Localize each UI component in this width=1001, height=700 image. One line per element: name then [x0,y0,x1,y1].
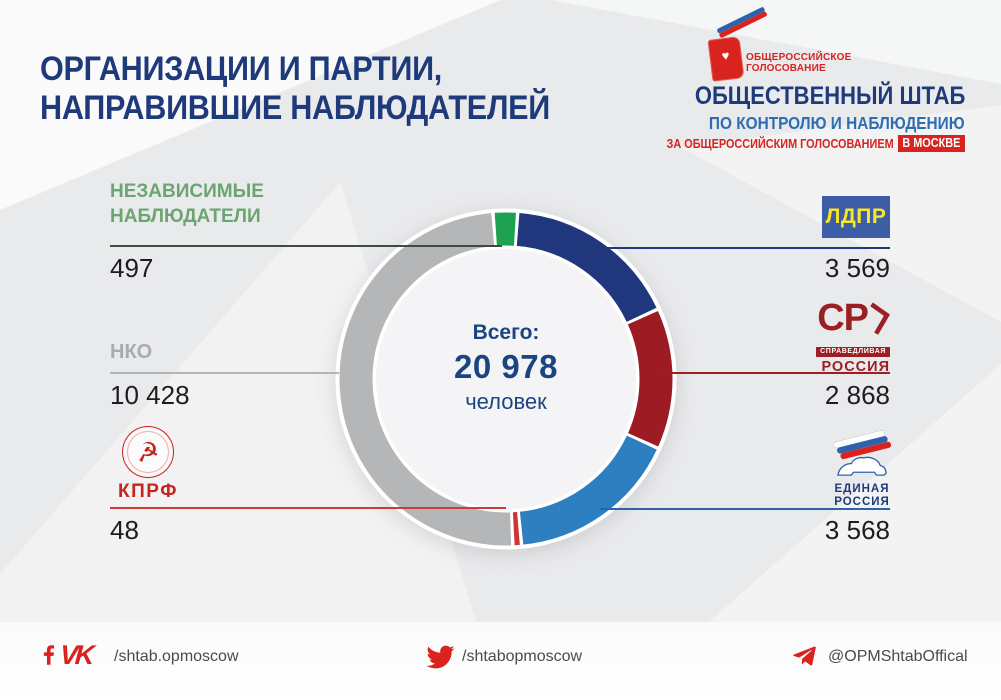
sr-logo-bottom: РОССИЯ [821,359,890,375]
sr-logo: СР СПРАВЕДЛИВАЯ РОССИЯ [760,298,890,375]
value-nko: 10 428 [110,380,190,410]
footer-bar: VK /shtab.opmoscow /shtabopmoscow @OPMSh… [0,622,1001,700]
constitution-book-icon: ♥ [707,36,745,82]
donut-segment-er [516,435,657,545]
kprf-logo: ☭ КПРФ [112,426,184,503]
telegram-icon [793,646,816,666]
connector-line-nko [110,372,339,374]
page-title-line1: ОРГАНИЗАЦИИ И ПАРТИИ, [40,50,443,88]
staff-title-line1: ОБЩЕСТВЕННЫЙ ШТАБ [694,82,965,110]
staff-title-line3-text: ЗА ОБЩЕРОССИЙСКИМ ГОЛОСОВАНИЕМ [666,136,894,151]
connector-line-sr [658,372,890,374]
donut-center-total: Всего: 20 978 человек [406,321,606,415]
staff-title-line3: ЗА ОБЩЕРОССИЙСКИМ ГОЛОСОВАНИЕМ В МОСКВЕ [667,135,965,152]
sr-logo-letters: СР [817,297,869,339]
value-sr: 2 868 [824,380,890,410]
er-name-line1: ЕДИНАЯ [834,483,890,495]
telegram-handle: @OPMShtabOffical [828,648,968,665]
er-logo: ЕДИНАЯ РОССИЯ [817,430,907,508]
heart-emblem-icon: ♥ [720,47,731,64]
callout-independent-line2: НАБЛЮДАТЕЛИ [110,206,261,227]
total-unit: человек [465,389,547,414]
value-kprf: 48 [110,515,139,545]
callout-nko-label: НКО [110,341,153,363]
staff-title-line2: ПО КОНТРОЛЮ И НАБЛЮДЕНИЮ [709,113,965,133]
voting-logo-caption-line2: ГОЛОСОВАНИЕ [746,63,826,74]
facebook-vk-handle: /shtab.opmoscow [114,648,239,665]
callout-independent-line1: НЕЗАВИСИМЫЕ [110,181,264,202]
donut-chart [335,208,677,550]
ldpr-logo: ЛДПР [822,196,890,238]
value-ldpr: 3 569 [824,253,890,283]
page-title-line2: НАПРАВИВШИЕ НАБЛЮДАТЕЛЕЙ [40,89,551,127]
twitter-handle: /shtabopmoscow [462,648,583,665]
total-label: Всего: [472,321,540,344]
connector-line-ldpr [588,247,890,249]
moscow-badge: В МОСКВЕ [898,135,965,152]
vk-icon: VK [58,640,93,670]
voting-logo-caption: ОБЩЕРОССИЙСКОЕ ГОЛОСОВАНИЕ [746,52,852,74]
donut-segment-sr [627,310,673,447]
sr-logo-ribbon: СПРАВЕДЛИВАЯ [816,346,890,357]
connector-line-er [600,508,890,510]
callout-independent-label: НЕЗАВИСИМЫЕ НАБЛЮДАТЕЛИ [110,179,264,229]
donut-segment-ldpr [516,213,657,323]
kprf-name: КПРФ [118,481,178,502]
sr-arrow-icon [870,302,890,335]
donut-segment-nko [339,213,515,546]
connector-line-independent [110,245,502,247]
twitter-icon [426,645,455,669]
total-value: 20 978 [454,348,558,385]
er-bear-flag-icon [833,430,892,476]
donut-inner-disc [376,249,636,509]
facebook-icon [43,645,55,665]
hammer-sickle-icon: ☭ [134,435,162,469]
er-name-line2: РОССИЯ [834,495,890,508]
value-independent: 497 [110,253,154,283]
value-er: 3 568 [824,515,890,545]
page-title: ОРГАНИЗАЦИИ И ПАРТИИ, НАПРАВИВШИЕ НАБЛЮД… [40,50,607,128]
connector-line-kprf [110,507,506,509]
voting-logo-caption-line1: ОБЩЕРОССИЙСКОЕ [746,52,852,63]
kprf-emblem-icon: ☭ [122,426,174,478]
